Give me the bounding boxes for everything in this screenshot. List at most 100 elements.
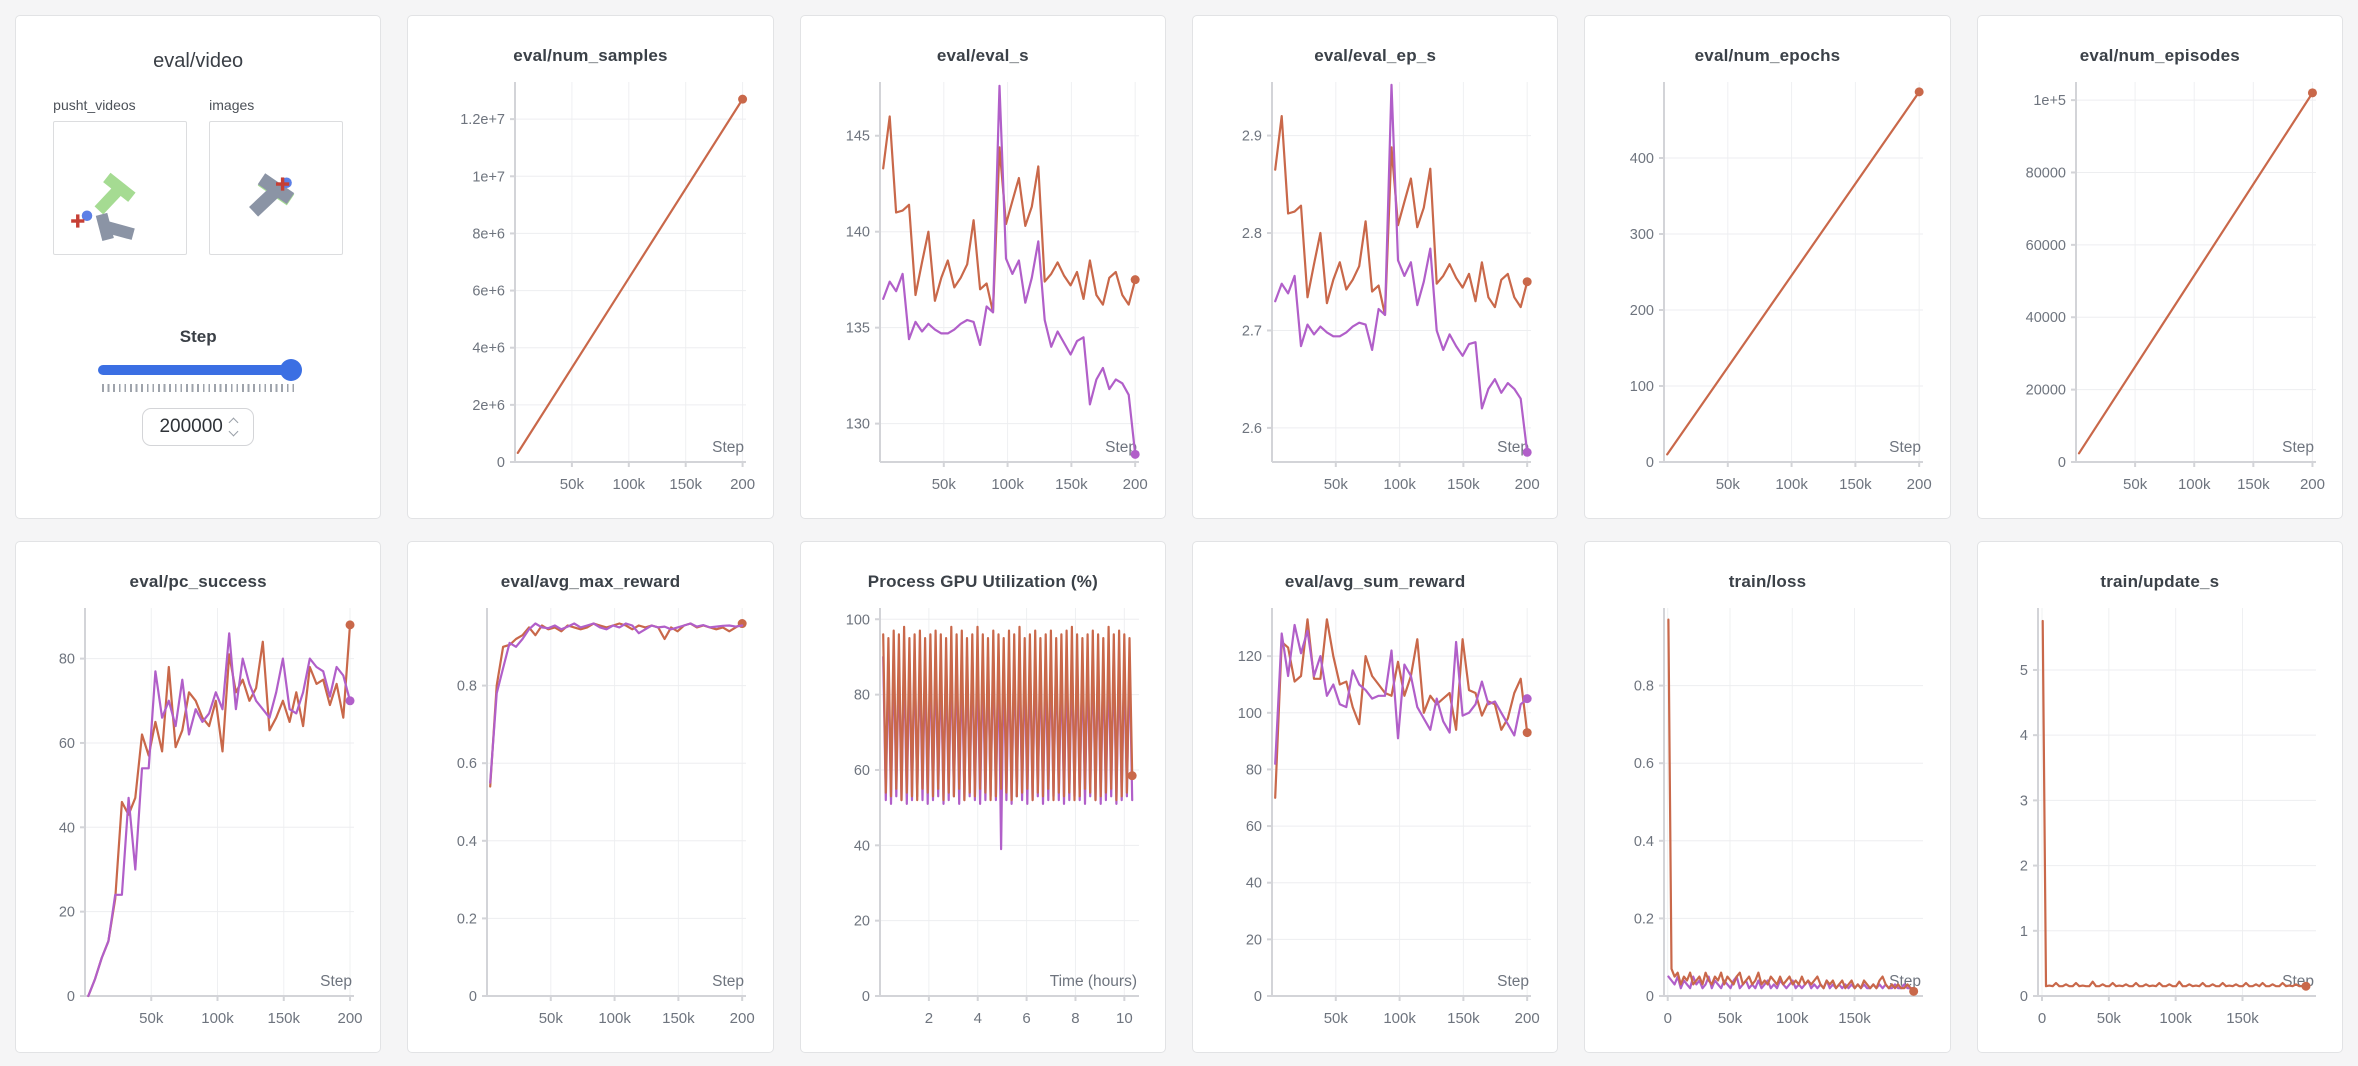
line-chart: 0 20000 40000 60000 80000 1e+5 50k 100k 150k 200 S… <box>2025 82 2325 493</box>
media-panel-title: eval/video <box>153 50 244 72</box>
step-stepper[interactable] <box>228 417 239 437</box>
video-thumbnail-images[interactable]: images <box>209 97 344 255</box>
svg-text:150k: 150k <box>2226 1010 2259 1027</box>
svg-text:40000: 40000 <box>2025 310 2065 326</box>
chart-plot-area[interactable]: 0 1 2 3 4 5 0 50k 100k 150k Step <box>1988 596 2332 1051</box>
svg-text:80000: 80000 <box>2025 165 2065 181</box>
svg-text:0: 0 <box>2037 1010 2045 1027</box>
panel-eval-num-epochs: eval/num_epochs 0 100 200 300 400 50k 100k 150k… <box>1584 15 1951 519</box>
svg-text:3: 3 <box>2020 793 2028 809</box>
svg-text:200: 200 <box>1630 303 1654 319</box>
chart-plot-area[interactable]: 0 20 40 60 80 100 2 4 6 8 10 Time (hours) <box>811 596 1155 1051</box>
pusht-video-frame[interactable] <box>53 121 188 255</box>
svg-text:5: 5 <box>2020 663 2028 679</box>
svg-text:1: 1 <box>2020 924 2028 940</box>
chart-plot-area[interactable]: 0 20000 40000 60000 80000 1e+5 50k 100k 150k 200 S… <box>1988 70 2332 517</box>
svg-text:20000: 20000 <box>2025 383 2065 399</box>
line-chart: 0 20 40 60 80 100 120 50k 100k 150k 200 Step <box>1238 608 1540 1027</box>
chart-title: eval/num_episodes <box>2079 46 2240 65</box>
svg-text:0: 0 <box>1646 455 1654 471</box>
svg-text:0.2: 0.2 <box>457 911 477 927</box>
svg-text:20: 20 <box>59 905 75 921</box>
chart-plot-area[interactable]: 0 20 40 60 80 100 120 50k 100k 150k 200 Step <box>1203 596 1547 1051</box>
chevron-down-icon[interactable] <box>228 426 239 437</box>
svg-text:0: 0 <box>2058 455 2066 471</box>
svg-text:2.9: 2.9 <box>1242 129 1262 145</box>
chart-title: eval/avg_max_reward <box>500 572 681 591</box>
panel-eval-pc-success: eval/pc_success 0 20 40 60 80 50k 100k 150k 200 S… <box>15 541 382 1053</box>
svg-text:100: 100 <box>845 612 869 628</box>
svg-text:0: 0 <box>862 989 870 1005</box>
panel-eval-avg-max-reward: eval/avg_max_reward 0 0.2 0.4 0.6 0.8 50k 100k… <box>407 541 774 1053</box>
chart-title: Process GPU Utilization (%) <box>867 572 1098 591</box>
svg-text:0: 0 <box>1254 989 1262 1005</box>
chart-plot-area[interactable]: 0 2e+6 4e+6 6e+6 8e+6 1e+7 1.2e+7 50k 100k 150k 20… <box>418 70 762 517</box>
line-chart: 2.6 2.7 2.8 2.9 50k 100k 150k 200 Step <box>1242 82 1540 493</box>
svg-text:150k: 150k <box>1055 476 1088 493</box>
svg-text:0.4: 0.4 <box>1634 834 1654 850</box>
chart-plot-area[interactable]: 0 0.2 0.4 0.6 0.8 50k 100k 150k 200 Step <box>418 596 762 1051</box>
svg-text:1e+7: 1e+7 <box>473 169 506 185</box>
svg-text:0.4: 0.4 <box>457 834 477 850</box>
panel-eval-video: eval/video pusht_videos ima <box>15 15 382 519</box>
chart-plot-area[interactable]: 0 0.2 0.4 0.6 0.8 0 50k 100k 150k Step <box>1595 596 1939 1051</box>
svg-text:60: 60 <box>1246 819 1262 835</box>
chart-title: train/update_s <box>2100 572 2220 591</box>
svg-text:100k: 100k <box>1383 1010 1416 1027</box>
step-input[interactable]: 200000 <box>142 408 255 446</box>
svg-text:2: 2 <box>2020 859 2028 875</box>
svg-text:145: 145 <box>845 129 869 145</box>
svg-text:60: 60 <box>59 736 75 752</box>
svg-text:4: 4 <box>2020 728 2028 744</box>
images-video-frame[interactable] <box>209 121 344 255</box>
svg-text:140: 140 <box>845 225 869 241</box>
video-thumbnail-label: pusht_videos <box>53 97 136 113</box>
svg-text:150k: 150k <box>2237 476 2270 493</box>
svg-text:150k: 150k <box>268 1010 301 1027</box>
chart-plot-area[interactable]: 130 135 140 145 50k 100k 150k 200 Step <box>811 70 1155 517</box>
svg-text:50k: 50k <box>1716 476 1741 493</box>
chart-title: eval/num_epochs <box>1694 46 1841 65</box>
svg-text:0.8: 0.8 <box>457 679 477 695</box>
step-slider[interactable] <box>98 359 303 381</box>
chart-plot-area[interactable]: 0 20 40 60 80 50k 100k 150k 200 Step <box>26 596 370 1051</box>
step-slider-track[interactable] <box>98 365 299 375</box>
line-chart: 0 20 40 60 80 50k 100k 150k 200 Step <box>59 608 363 1027</box>
panel-train-loss: train/loss 0 0.2 0.4 0.6 0.8 0 50k 100k 150k Step <box>1584 541 1951 1053</box>
video-thumbnail-pusht-videos[interactable]: pusht_videos <box>53 97 188 255</box>
chart-title: train/loss <box>1728 572 1807 591</box>
step-slider-tickmarks <box>102 384 295 392</box>
svg-text:200: 200 <box>730 1010 755 1027</box>
svg-text:100: 100 <box>1238 706 1262 722</box>
pusht-scene-icon <box>249 173 295 217</box>
svg-text:0: 0 <box>1646 989 1654 1005</box>
svg-text:60: 60 <box>854 763 870 779</box>
svg-text:Step: Step <box>2282 439 2314 456</box>
svg-text:130: 130 <box>845 417 869 433</box>
svg-text:Step: Step <box>320 973 352 990</box>
svg-text:2: 2 <box>924 1010 932 1027</box>
svg-text:135: 135 <box>845 321 869 337</box>
svg-text:200: 200 <box>1515 476 1540 493</box>
chart-plot-area[interactable]: 2.6 2.7 2.8 2.9 50k 100k 150k 200 Step <box>1203 70 1547 517</box>
svg-text:80: 80 <box>59 652 75 668</box>
svg-text:100: 100 <box>1630 379 1654 395</box>
video-thumbnail-label: images <box>209 97 255 113</box>
step-slider-thumb[interactable] <box>280 359 303 381</box>
svg-text:150k: 150k <box>670 476 703 493</box>
chart-title: eval/avg_sum_reward <box>1284 572 1466 591</box>
chart-plot-area[interactable]: 0 100 200 300 400 50k 100k 150k 200 Step <box>1595 70 1939 517</box>
svg-text:100k: 100k <box>1383 476 1416 493</box>
svg-text:40: 40 <box>1246 876 1262 892</box>
svg-text:2e+6: 2e+6 <box>473 398 506 414</box>
svg-text:2.7: 2.7 <box>1242 323 1262 339</box>
svg-text:200: 200 <box>1907 476 1932 493</box>
svg-text:200: 200 <box>2300 476 2325 493</box>
line-chart: 0 2e+6 4e+6 6e+6 8e+6 1e+7 1.2e+7 50k 100k 150k 20… <box>461 82 755 493</box>
chart-title: eval/eval_ep_s <box>1314 46 1437 65</box>
svg-text:80: 80 <box>1246 762 1262 778</box>
step-input-value[interactable]: 200000 <box>159 416 223 437</box>
svg-text:50k: 50k <box>1324 1010 1349 1027</box>
svg-text:0: 0 <box>469 989 477 1005</box>
svg-text:Step: Step <box>1889 439 1921 456</box>
